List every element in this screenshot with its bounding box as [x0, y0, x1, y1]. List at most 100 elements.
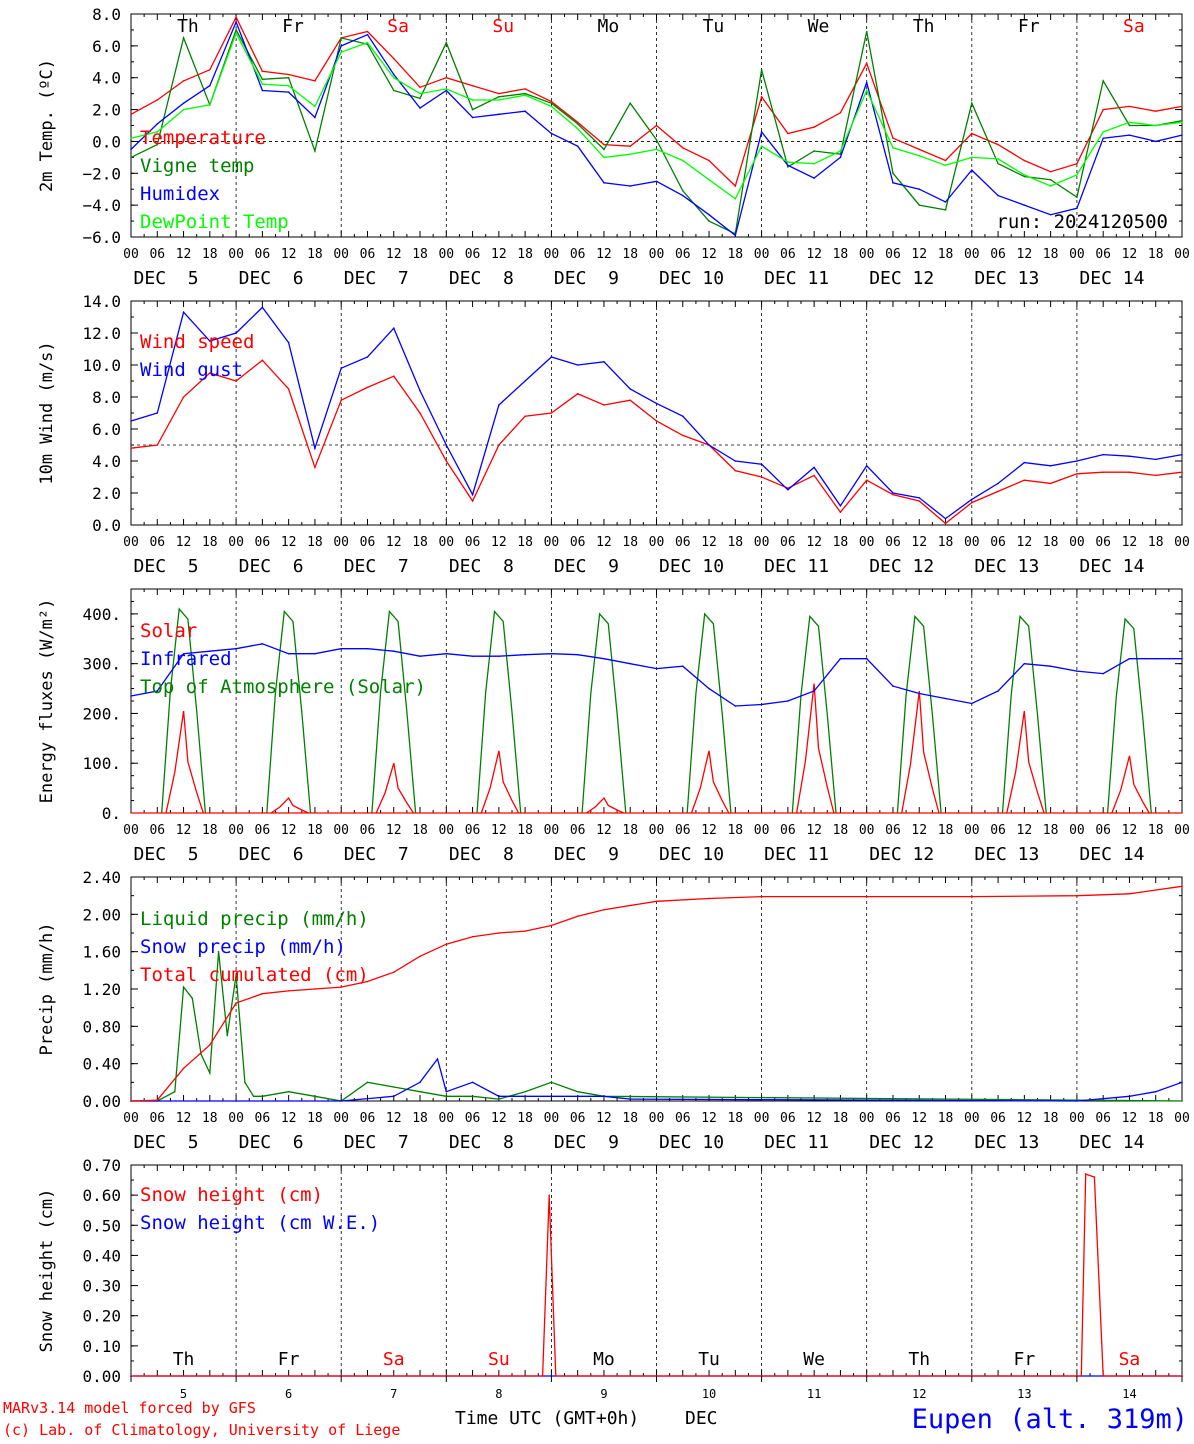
hour-tick-label: 12: [386, 535, 402, 550]
hour-tick-label: 12: [1122, 1111, 1138, 1126]
data-point: [471, 108, 474, 111]
hour-tick-label: 00: [1069, 535, 1085, 550]
data-point: [471, 935, 474, 938]
data-point: [235, 974, 237, 976]
hour-tick-label: 12: [1017, 247, 1033, 262]
panel-3: 400. 300. 200. 100. 0. Energy fluxes (W/m²) 00…: [37, 588, 1190, 865]
data-point: [524, 94, 526, 97]
data-point: [287, 91, 290, 93]
hour-tick-label: 06: [360, 247, 376, 262]
hour-tick-label: 06: [990, 247, 1006, 262]
y-tick-label: 4.0: [92, 69, 121, 88]
day-name-label: Sa: [1123, 16, 1145, 37]
data-point: [471, 655, 474, 657]
data-point: [182, 37, 185, 39]
hour-tick-label: 06: [885, 1111, 901, 1126]
data-point: [1128, 471, 1131, 474]
data-point: [550, 356, 553, 358]
data-point: [997, 482, 999, 485]
hour-tick-label: 12: [1017, 823, 1033, 838]
data-point: [629, 662, 632, 665]
hour-tick-label: 18: [938, 247, 954, 262]
day-name-label: Th: [908, 1349, 930, 1370]
y-tick-label: −6.0: [82, 228, 121, 247]
date-label: DEC 7: [344, 556, 409, 577]
data-point: [419, 655, 421, 657]
solar-curve: [586, 797, 624, 814]
plot-frame: [130, 588, 1183, 814]
hour-tick-label: 00: [859, 1111, 875, 1126]
day-name-label: Tu: [698, 1349, 720, 1370]
panel-4: 2.40 2.00 1.60 1.20 0.80 0.40 0.00 Precip (mm/h…: [37, 868, 1190, 1153]
data-point: [1049, 665, 1052, 667]
data-point: [1076, 460, 1078, 462]
y-tick-label: 0.60: [82, 1186, 121, 1205]
data-point: [498, 96, 500, 98]
data-point: [629, 145, 632, 148]
date-label: DEC 9: [554, 844, 619, 865]
data-point: [813, 690, 815, 692]
hour-tick-label: 06: [1095, 823, 1111, 838]
data-point: [261, 78, 264, 81]
date-label: DEC 10: [659, 844, 724, 865]
toa-solar-curve: [896, 614, 942, 814]
hour-tick-label: 18: [412, 247, 428, 262]
data-point: [392, 1086, 395, 1088]
data-point: [918, 204, 921, 206]
data-point: [1076, 1100, 1078, 1102]
data-point: [1093, 1176, 1096, 1178]
day-number-label: 11: [807, 1387, 821, 1401]
data-point: [156, 1099, 159, 1101]
data-point: [550, 652, 553, 655]
hour-tick-label: 12: [596, 823, 612, 838]
data-point: [366, 356, 369, 358]
hour-tick-label: 00: [649, 535, 665, 550]
data-point: [576, 145, 579, 148]
hour-tick-label: 18: [202, 1111, 218, 1126]
data-point: [576, 915, 579, 917]
hour-tick-label: 18: [1148, 535, 1164, 550]
date-label: DEC 7: [344, 1132, 409, 1153]
data-point: [498, 92, 500, 95]
data-point: [576, 1090, 579, 1093]
day-number-label: 7: [390, 1387, 397, 1401]
date-label: DEC 13: [974, 268, 1039, 289]
hour-tick-label: 06: [885, 823, 901, 838]
hour-tick-label: 18: [1043, 823, 1059, 838]
data-point: [419, 92, 421, 95]
data-point: [576, 393, 579, 395]
data-point: [392, 1095, 395, 1098]
hour-tick-label: 00: [1069, 823, 1085, 838]
hour-tick-label: 18: [307, 1111, 323, 1126]
data-point: [156, 412, 159, 414]
data-point: [235, 16, 237, 18]
data-point: [708, 213, 710, 216]
day-number-label: 12: [912, 1387, 926, 1401]
data-point: [892, 172, 894, 175]
hour-tick-label: 00: [333, 247, 349, 262]
data-point: [576, 364, 579, 366]
date-label: DEC 12: [869, 268, 934, 289]
data-point: [554, 1375, 557, 1377]
hour-tick-label: 00: [438, 823, 454, 838]
data-point: [471, 1095, 474, 1098]
data-point: [734, 705, 737, 707]
data-point: [629, 1098, 632, 1100]
hour-tick-label: 18: [622, 535, 638, 550]
toa-solar-curve: [371, 609, 417, 814]
data-point: [944, 201, 947, 203]
y-tick-label: −4.0: [82, 196, 121, 215]
legend-entry: Snow height (cm): [140, 1184, 323, 1206]
data-point: [813, 474, 815, 477]
data-point: [261, 89, 264, 92]
hour-tick-label: 00: [754, 535, 770, 550]
hour-tick-label: 06: [675, 535, 691, 550]
data-point: [419, 86, 421, 89]
data-point: [436, 1058, 439, 1060]
y-axis-label: Precip (mm/h): [37, 922, 57, 1055]
date-label: DEC 13: [974, 556, 1039, 577]
data-point: [997, 158, 999, 160]
hour-tick-label: 00: [1174, 823, 1190, 838]
date-label: DEC 9: [554, 1132, 619, 1153]
